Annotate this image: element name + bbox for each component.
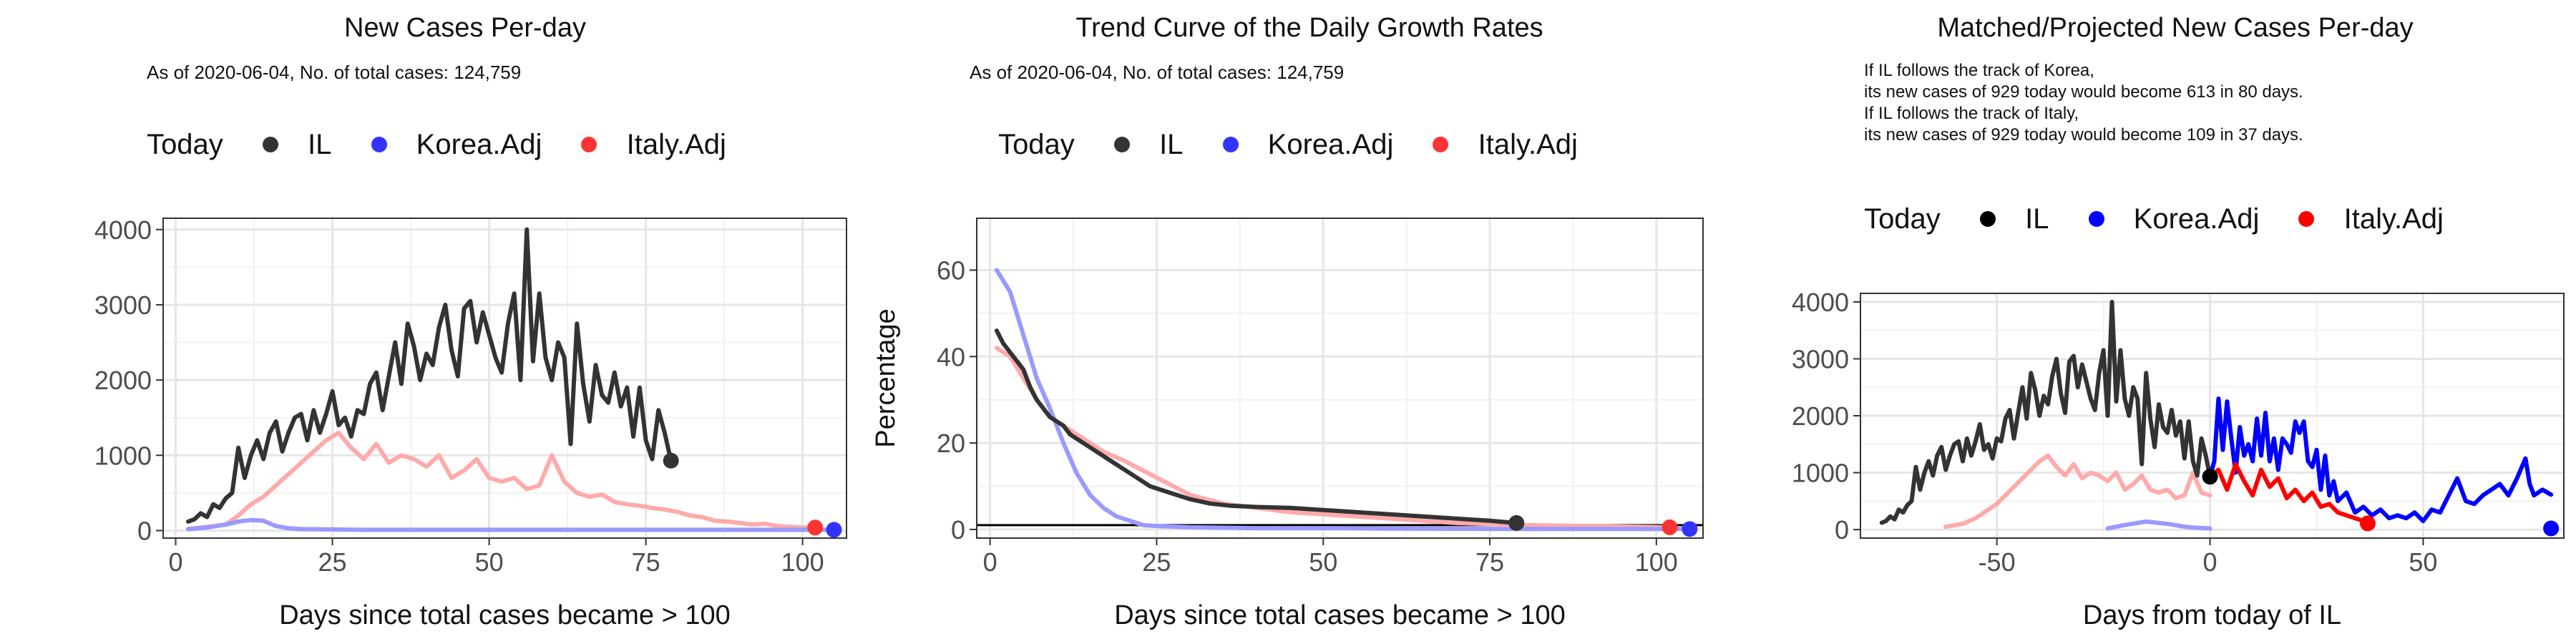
x-tick-label: -50 [1979,547,2016,577]
y-tick-label: 20 [937,429,965,458]
series-line-korea-adj [2207,396,2554,524]
today-point-italy [2359,515,2376,532]
legend-italy-label: Italy.Adj [1478,128,1578,160]
x-tick-label: 100 [1635,547,1678,577]
x-tick-label: 75 [1475,547,1504,577]
plot-frame [162,218,847,539]
note-line: its new cases of 929 today would become … [1864,82,2303,102]
legend-korea-label: Korea.Adj [2133,203,2260,235]
y-tick-label: 60 [937,255,965,285]
today-point-italy [1662,519,1678,535]
legend-il-dot [1979,211,1996,228]
x-tick-label: 50 [1309,547,1337,577]
panel-title: New Cases Per-day [344,13,586,43]
series-line-il [1879,299,2212,525]
x-tick-label: 0 [983,547,997,577]
panel-growth-rates: Trend Curve of the Daily Growth Rates As… [859,0,1717,644]
series-line-korea-adj [186,517,836,532]
note-line: its new cases of 929 today would become … [1864,125,2303,145]
series-line-korea-adj [994,268,1692,532]
x-axis-label: Days from today of IL [2083,600,2341,630]
panel-title: Trend Curve of the Daily Growth Rates [1075,13,1543,43]
legend-title: Today [147,128,223,160]
legend-il-dot [1113,137,1130,153]
today-point-korea [2543,520,2560,537]
series-line-korea-adj-past [2105,519,2212,531]
today-point-il [663,452,679,469]
legend-korea-dot [1222,137,1239,153]
series-line-il [186,227,673,524]
series-line-italy-adj-past [1943,453,2212,530]
legend-korea-dot [371,137,387,153]
y-tick-label: 4000 [1792,288,1849,317]
y-tick-label: 2000 [94,366,152,395]
today-point-italy [807,519,824,536]
legend-italy-label: Italy.Adj [2343,203,2444,235]
x-tick-label: 25 [1142,547,1171,577]
y-tick-label: 1000 [1792,459,1849,488]
legend-korea-label: Korea.Adj [416,128,542,160]
note-line: If IL follows the track of Korea, [1864,61,2094,80]
legend-korea-label: Korea.Adj [1267,128,1394,160]
legend-il-dot [262,137,278,153]
plot-frame [976,218,1704,539]
legend-il-label: IL [308,128,332,160]
legend-italy-label: Italy.Adj [626,128,726,160]
legend: Today IL Korea.Adj Italy.Adj [859,127,1717,161]
legend-title: Today [998,128,1075,160]
series-line-il [994,328,1519,525]
y-tick-label: 0 [1835,515,1849,545]
y-tick-label: 2000 [1792,401,1849,431]
x-tick-label: 75 [632,547,660,577]
plot-frame [1860,293,2565,539]
panel-projected: Matched/Projected New Cases Per-day If I… [1717,0,2576,644]
legend: Today IL Korea.Adj Italy.Adj [1724,202,2576,235]
x-tick-label: 0 [169,547,183,577]
x-tick-label: 25 [318,547,347,577]
x-tick-label: 50 [2409,547,2437,577]
legend-il-label: IL [2025,203,2049,235]
y-tick-label: 1000 [94,441,152,470]
projection-note: If IL follows the track of Korea, its ne… [1864,60,2303,146]
x-axis-label: Days since total cases became > 100 [279,600,731,630]
panel-new-cases: New Cases Per-day As of 2020-06-04, No. … [0,0,859,644]
legend-italy-dot [2298,211,2315,228]
legend-korea-dot [2088,211,2104,228]
note-line: If IL follows the track of Italy, [1864,104,2079,123]
today-point-korea [826,522,842,538]
legend-italy-dot [581,137,597,153]
today-point-korea [1682,521,1698,537]
y-tick-label: 0 [137,516,152,545]
today-point-il [1508,514,1525,531]
legend-title: Today [1864,203,1941,235]
legend-italy-dot [1433,137,1449,153]
y-tick-label: 40 [937,342,965,371]
legend: Today IL Korea.Adj Italy.Adj [7,127,866,161]
panel-title: Matched/Projected New Cases Per-day [1937,13,2414,43]
legend-il-label: IL [1159,128,1184,160]
x-tick-label: 100 [781,547,824,577]
today-point-il [2202,469,2218,485]
x-tick-label: 0 [2203,547,2218,577]
panel-subtitle: As of 2020-06-04, No. of total cases: 12… [147,62,522,83]
series-line-italy-adj [186,430,818,532]
y-tick-label: 4000 [94,215,152,245]
x-tick-label: 50 [475,547,504,577]
y-tick-label: 3000 [1792,344,1849,374]
panel-subtitle: As of 2020-06-04, No. of total cases: 12… [970,62,1345,83]
chart-growth-rates: 0 25 50 75 100 0 20 40 60 Days since total cases … [871,218,1704,630]
y-tick-label: 0 [951,515,965,545]
series-line-italy-adj [2207,462,2370,526]
x-axis-label: Days since total cases became > 100 [1114,600,1566,630]
y-axis-label: Percentage [871,308,901,447]
y-tick-label: 3000 [94,291,152,320]
